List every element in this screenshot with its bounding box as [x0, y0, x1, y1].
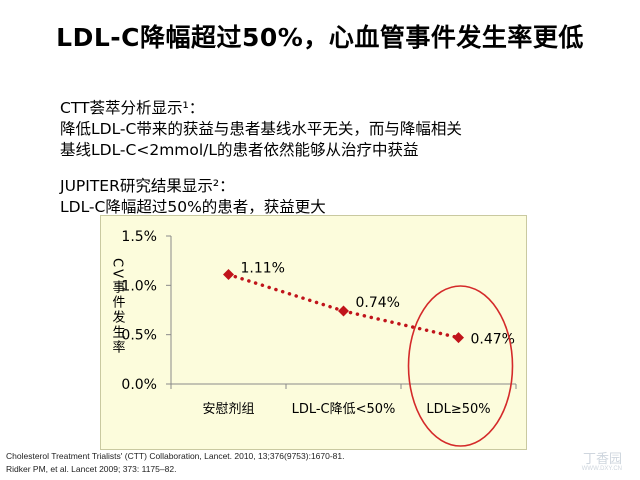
y-tick-label: 0.5% [121, 328, 157, 344]
reference-1: Cholesterol Treatment Trialists' (CTT) C… [6, 451, 345, 461]
chart-panel: 0.0% 0.5% 1.0% 1.5% 安慰剂组 LDL-C降低<50% LDL≥50% CV… [100, 215, 527, 450]
y-axis-title: CV事件发生率 [110, 258, 126, 355]
data-point-marker [338, 305, 349, 317]
watermark-text: 丁香园 [582, 451, 622, 466]
data-point-marker [453, 332, 464, 344]
watermark-url: WWW.DXY.CN [581, 466, 622, 472]
cv-event-rate-chart: 0.0% 0.5% 1.0% 1.5% 安慰剂组 LDL-C降低<50% LDL≥50% CV… [110, 229, 517, 447]
ctt-line-2: 基线LDL-C<2mmol/L的患者依然能够从治疗中获益 [60, 141, 419, 159]
x-category-label: 安慰剂组 [202, 402, 254, 417]
jupiter-findings-block: JUPITER研究结果显示²： LDL-C降幅超过50%的患者，获益更大 [60, 176, 326, 218]
reference-2: Ridker PM, et al. Lancet 2009; 373: 1175… [6, 463, 177, 474]
references: Cholesterol Treatment Trialists' (CTT) C… [6, 450, 345, 475]
data-label: 0.74% [356, 295, 400, 311]
y-tick-label: 1.0% [121, 278, 157, 294]
data-point-marker [223, 268, 234, 280]
y-tick-label: 0.0% [121, 377, 157, 393]
data-label: 0.47% [471, 332, 515, 348]
ctt-heading: CTT荟萃分析显示¹： [60, 99, 205, 117]
data-label: 1.11% [241, 260, 285, 276]
ctt-line-1: 降低LDL-C带来的获益与患者基线水平无关，而与降幅相关 [60, 120, 462, 138]
jupiter-heading: JUPITER研究结果显示²： [60, 177, 235, 195]
x-category-label: LDL≥50% [426, 402, 490, 417]
jupiter-line-1: LDL-C降幅超过50%的患者，获益更大 [60, 198, 326, 216]
slide-title: LDL-C降幅超过50%，心血管事件发生率更低 [56, 23, 584, 52]
watermark-logo: 丁香园 WWW.DXY.CN [581, 451, 622, 474]
y-tick-label: 1.5% [121, 229, 157, 245]
ctt-findings-block: CTT荟萃分析显示¹： 降低LDL-C带来的获益与患者基线水平无关，而与降幅相关… [60, 98, 462, 161]
x-category-label: LDL-C降低<50% [292, 402, 396, 417]
highlight-circle [407, 285, 514, 447]
